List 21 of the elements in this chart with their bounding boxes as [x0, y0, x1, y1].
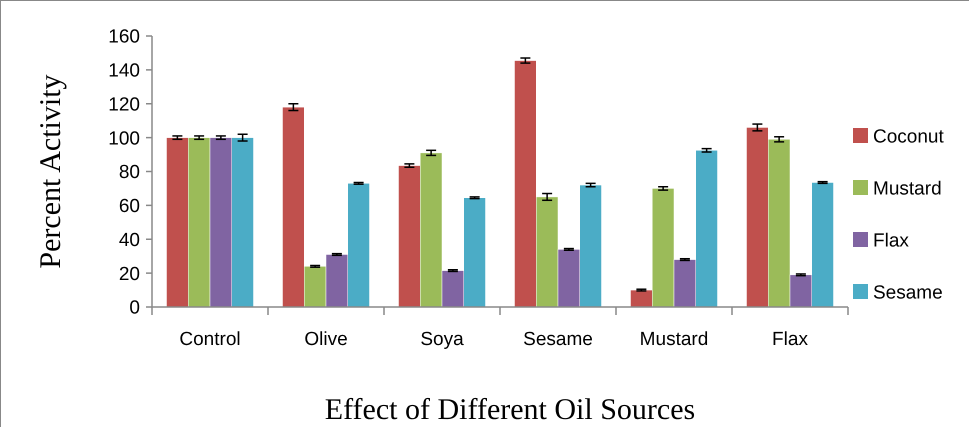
y-tick-label: 100 [108, 128, 140, 150]
x-tick-label: Sesame [523, 329, 593, 350]
x-tick-label: Flax [772, 329, 808, 350]
y-tick-label: 20 [118, 264, 140, 285]
x-tick-label: Soya [420, 329, 464, 350]
y-tick-label: 40 [118, 230, 140, 251]
y-axis-title: Percent Activity [34, 74, 67, 269]
x-axis-title: Effect of Different Oil Sources [324, 393, 696, 426]
x-tick-label: Mustard [640, 329, 708, 350]
legend-label: Coconut [873, 126, 944, 148]
y-tick-label: 140 [108, 60, 140, 82]
y-tick-label: 120 [108, 94, 140, 116]
y-tick-label: 160 [108, 26, 140, 48]
y-tick-label: 0 [129, 298, 140, 319]
x-tick-label: Olive [304, 329, 348, 350]
legend-label: Sesame [873, 282, 943, 304]
legend-label: Mustard [873, 178, 942, 200]
y-tick-label: 60 [118, 196, 140, 218]
y-tick-label: 80 [118, 162, 140, 184]
legend-label: Flax [873, 230, 910, 252]
x-tick-label: Control [179, 329, 241, 350]
